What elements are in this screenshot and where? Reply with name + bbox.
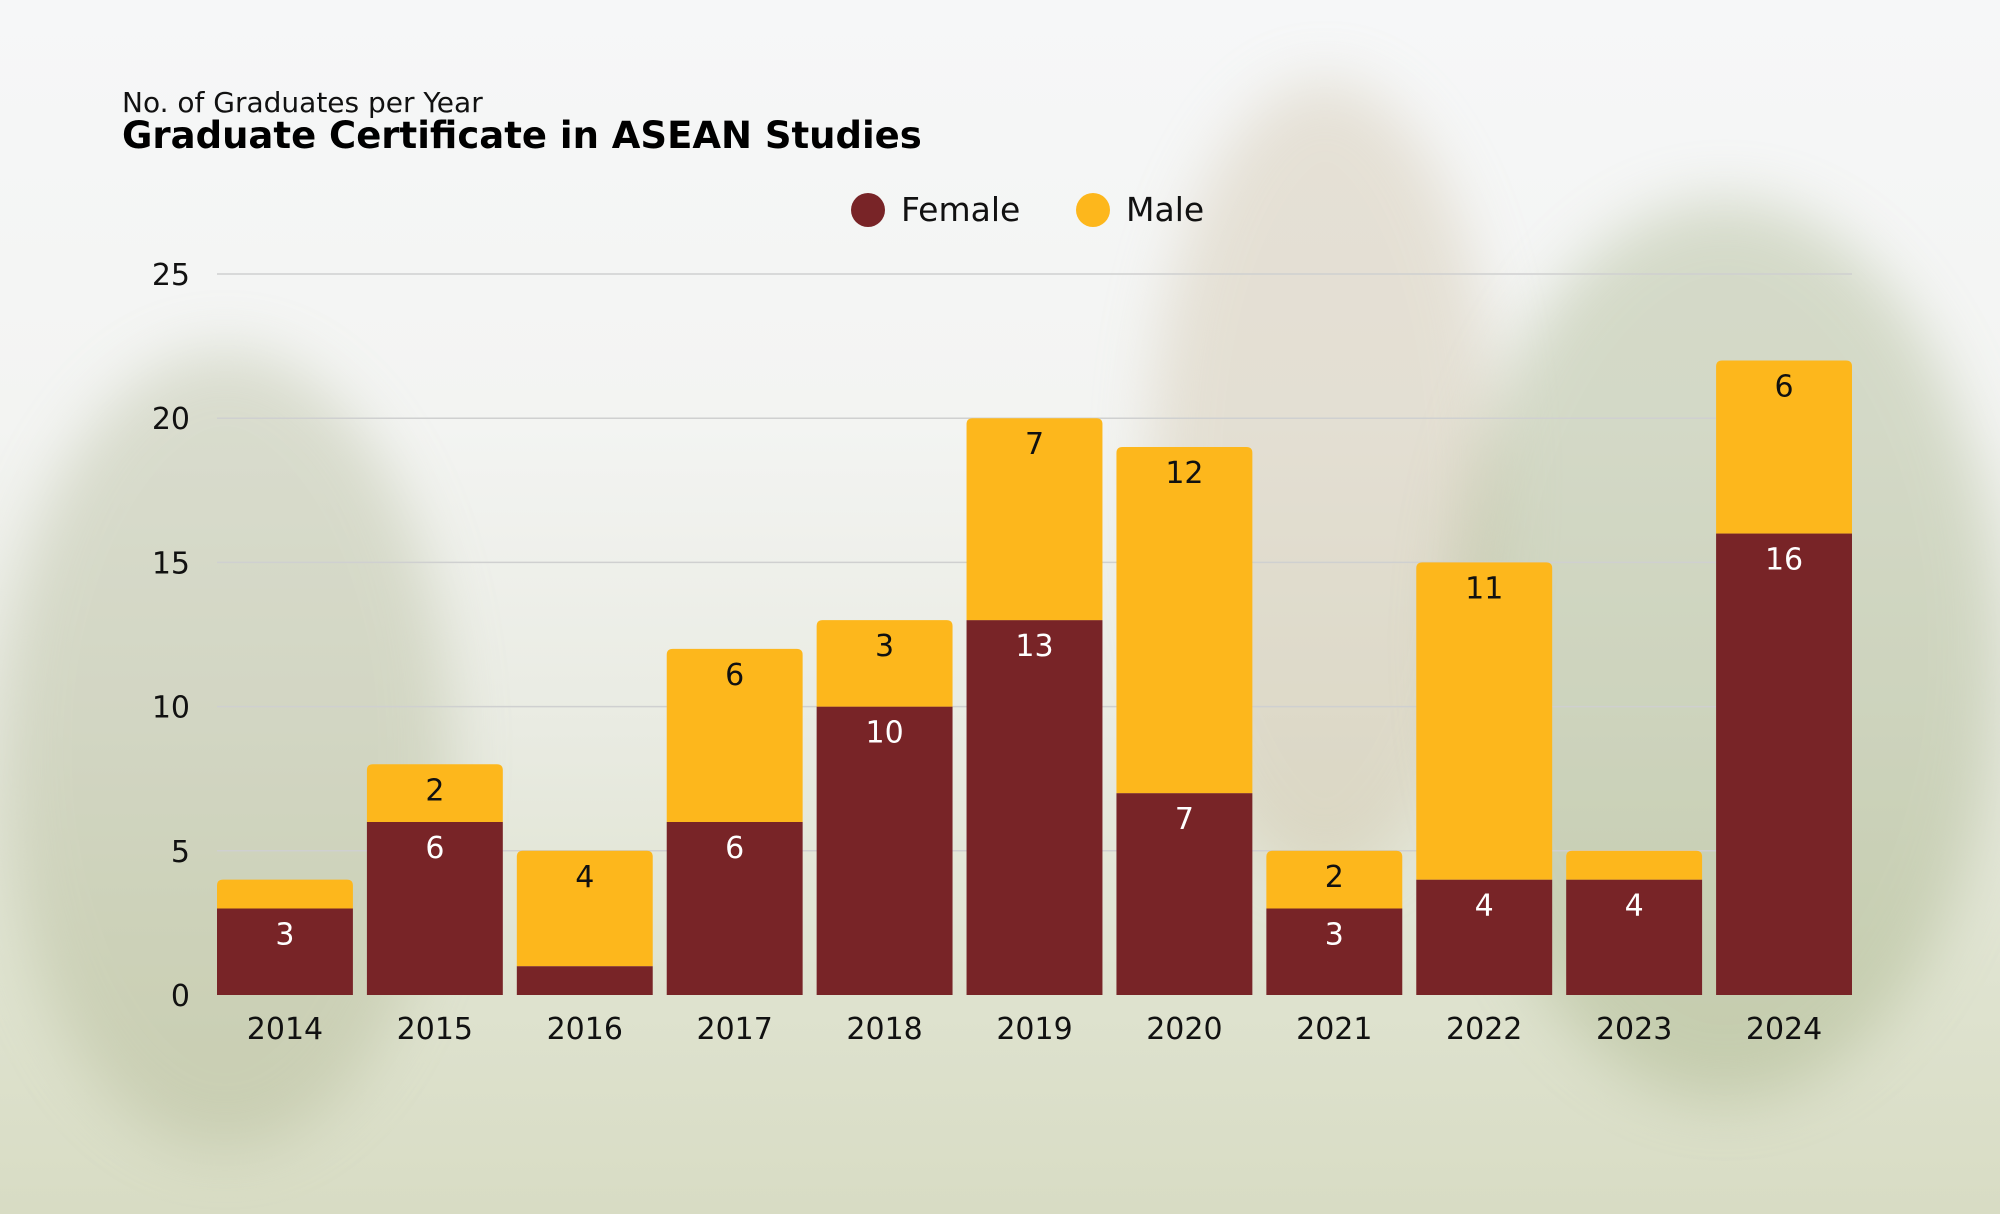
bar-male: [816, 620, 953, 707]
bar-male: [366, 764, 503, 822]
bar-female: [666, 821, 803, 995]
data-label-male: 6: [1774, 370, 1793, 405]
data-label-male: 4: [575, 860, 594, 895]
bar-female: [217, 908, 353, 995]
legend-female-swatch: [851, 192, 885, 227]
data-label-female: 3: [275, 917, 294, 952]
y-tick-label: 20: [152, 402, 190, 437]
data-label-male: 3: [875, 629, 894, 664]
y-tick-label: 25: [152, 258, 190, 293]
x-tick-label: 2020: [1146, 1012, 1222, 1047]
chart-title: Graduate Certificate in ASEAN Studies: [122, 114, 922, 157]
data-label-female: 10: [865, 716, 903, 751]
data-label-female: 4: [1625, 889, 1644, 924]
y-tick-label: 5: [171, 835, 190, 870]
data-label-male: 2: [1325, 860, 1344, 895]
bar-male: [666, 648, 803, 822]
legend-male: Male: [1076, 190, 1204, 229]
background-trees-left: [0, 350, 450, 1150]
bar-female: [966, 620, 1103, 995]
data-label-male: 11: [1465, 571, 1503, 606]
x-tick-label: 2016: [547, 1012, 623, 1047]
y-tick-label: 15: [152, 546, 190, 581]
bar-female: [1116, 793, 1253, 995]
data-label-female: 7: [1175, 802, 1194, 837]
x-tick-label: 2019: [996, 1012, 1072, 1047]
bar-female: [366, 821, 503, 995]
bar-male: [1416, 562, 1553, 880]
data-label-female: 3: [1325, 917, 1344, 952]
bar-female: [1566, 879, 1703, 995]
data-label-male: 6: [725, 658, 744, 693]
bar-female: [1266, 908, 1403, 995]
bar-female: [516, 966, 653, 995]
chart-subtitle: No. of Graduates per Year: [122, 86, 483, 119]
x-tick-label: 2021: [1296, 1012, 1372, 1047]
y-tick-label: 10: [152, 691, 190, 726]
x-tick-label: 2023: [1596, 1012, 1672, 1047]
x-tick-label: 2015: [397, 1012, 473, 1047]
legend-male-label: Male: [1126, 190, 1205, 229]
data-label-male: 12: [1165, 456, 1203, 491]
x-tick-label: 2022: [1446, 1012, 1522, 1047]
legend-male-swatch: [1076, 192, 1110, 227]
data-label-female: 4: [1475, 889, 1494, 924]
bar-male: [1116, 447, 1253, 794]
x-tick-label: 2014: [247, 1012, 323, 1047]
bar-female: [1416, 879, 1553, 995]
data-label-male: 7: [1025, 427, 1044, 462]
legend-female: Female: [851, 190, 1020, 229]
bar-male: [1266, 850, 1403, 909]
bar-male: [1716, 360, 1852, 534]
bar-female: [816, 706, 953, 995]
data-label-female: 16: [1765, 543, 1803, 578]
x-tick-label: 2024: [1746, 1012, 1822, 1047]
data-label-female: 13: [1015, 629, 1053, 664]
bar-female: [1716, 533, 1852, 995]
bar-male: [1566, 850, 1703, 880]
y-tick-label: 0: [171, 979, 190, 1014]
x-tick-label: 2017: [697, 1012, 773, 1047]
legend-female-label: Female: [901, 190, 1021, 229]
bar-male: [966, 418, 1103, 621]
bar-male: [217, 879, 353, 909]
data-label-female: 6: [725, 831, 744, 866]
data-label-male: 2: [425, 773, 444, 808]
x-tick-label: 2018: [846, 1012, 922, 1047]
data-label-female: 6: [425, 831, 444, 866]
bar-male: [516, 850, 653, 967]
